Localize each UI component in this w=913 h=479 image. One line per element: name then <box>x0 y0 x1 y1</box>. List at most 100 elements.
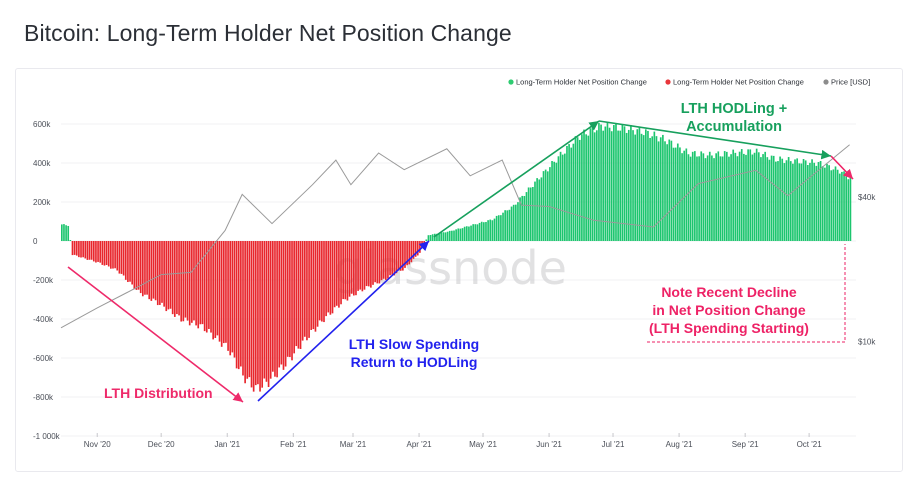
bar <box>457 228 460 241</box>
bar <box>676 143 679 241</box>
bar <box>265 241 268 382</box>
bar <box>357 241 359 291</box>
bar <box>133 241 136 290</box>
bar <box>316 241 319 327</box>
bar <box>476 224 479 241</box>
y-tick-label-right-0: $40k <box>858 193 876 202</box>
bar <box>327 241 330 313</box>
bar <box>156 241 159 306</box>
bar <box>314 241 317 332</box>
bar <box>240 241 242 367</box>
bar <box>159 241 161 305</box>
note-dashed-line <box>647 244 846 343</box>
bar <box>340 241 342 305</box>
bar <box>538 179 541 241</box>
bar <box>399 241 402 271</box>
bar <box>114 241 116 269</box>
legend: Long-Term Holder Net Position Change Long… <box>508 78 870 87</box>
bar <box>274 241 276 377</box>
bar <box>363 241 366 290</box>
bar <box>148 241 151 300</box>
bar <box>152 241 155 299</box>
bar <box>451 230 453 241</box>
bar <box>463 226 466 241</box>
bar <box>404 241 406 268</box>
bar <box>416 241 419 256</box>
bar <box>640 133 643 241</box>
bar <box>186 241 189 321</box>
bar <box>352 241 355 296</box>
bar <box>838 173 841 241</box>
bar <box>197 241 200 329</box>
bar <box>414 241 417 257</box>
bar <box>237 241 240 370</box>
bar <box>408 241 411 265</box>
bar <box>704 158 707 241</box>
bar <box>244 241 246 384</box>
bar <box>617 130 619 241</box>
bar <box>137 241 140 290</box>
bar <box>182 241 185 322</box>
bar <box>355 241 357 296</box>
bar <box>824 167 826 241</box>
bar <box>412 241 415 259</box>
bar <box>549 167 551 241</box>
bar <box>218 241 221 342</box>
recent-decline-arrow <box>830 155 854 180</box>
bar <box>585 134 587 241</box>
bar <box>116 241 119 271</box>
bar <box>329 241 332 315</box>
bar <box>389 241 391 276</box>
bar <box>832 169 835 241</box>
bar <box>700 151 703 241</box>
bar <box>459 228 462 241</box>
slow-spending-label-2: Return to HODLing <box>351 354 478 370</box>
bar <box>191 241 193 323</box>
bar <box>555 162 558 241</box>
bar <box>576 137 579 241</box>
bar <box>384 241 387 280</box>
bar <box>372 241 374 285</box>
bar <box>487 220 489 241</box>
bar <box>395 241 398 274</box>
bar <box>173 241 176 317</box>
bar <box>423 241 425 244</box>
note-label-2: in Net Position Change <box>652 302 805 318</box>
bar <box>286 241 289 357</box>
bar <box>480 221 483 241</box>
bar <box>92 241 95 262</box>
bar <box>632 130 634 241</box>
bar <box>608 127 611 241</box>
x-tick-label-6: May '21 <box>469 440 497 449</box>
bar <box>845 176 848 241</box>
price-line-layer <box>60 144 850 329</box>
bar <box>674 147 677 241</box>
bar <box>668 139 671 241</box>
bar <box>613 125 615 241</box>
x-tick-label-11: Oct '21 <box>797 440 823 449</box>
y-tick-label-left-1: 400k <box>33 159 51 168</box>
bar <box>146 241 148 295</box>
x-tick-label-7: Jun '21 <box>536 440 562 449</box>
bar <box>534 181 536 241</box>
bar <box>636 129 639 241</box>
bar <box>301 241 304 341</box>
accumulation-arrow <box>433 120 600 238</box>
bar <box>843 171 845 241</box>
bar <box>227 241 229 351</box>
x-tick-label-0: Nov '20 <box>84 440 111 449</box>
bar <box>830 170 833 241</box>
bar <box>766 157 769 241</box>
bar <box>331 241 334 314</box>
bar <box>747 149 749 241</box>
bar <box>444 232 447 241</box>
bar <box>95 241 97 263</box>
x-tick-label-9: Aug '21 <box>666 440 693 449</box>
bar <box>402 241 404 271</box>
bar <box>483 222 485 241</box>
bar <box>105 241 108 266</box>
bar <box>760 157 762 241</box>
bar <box>297 241 300 349</box>
bar <box>634 134 637 241</box>
bar <box>220 241 223 347</box>
